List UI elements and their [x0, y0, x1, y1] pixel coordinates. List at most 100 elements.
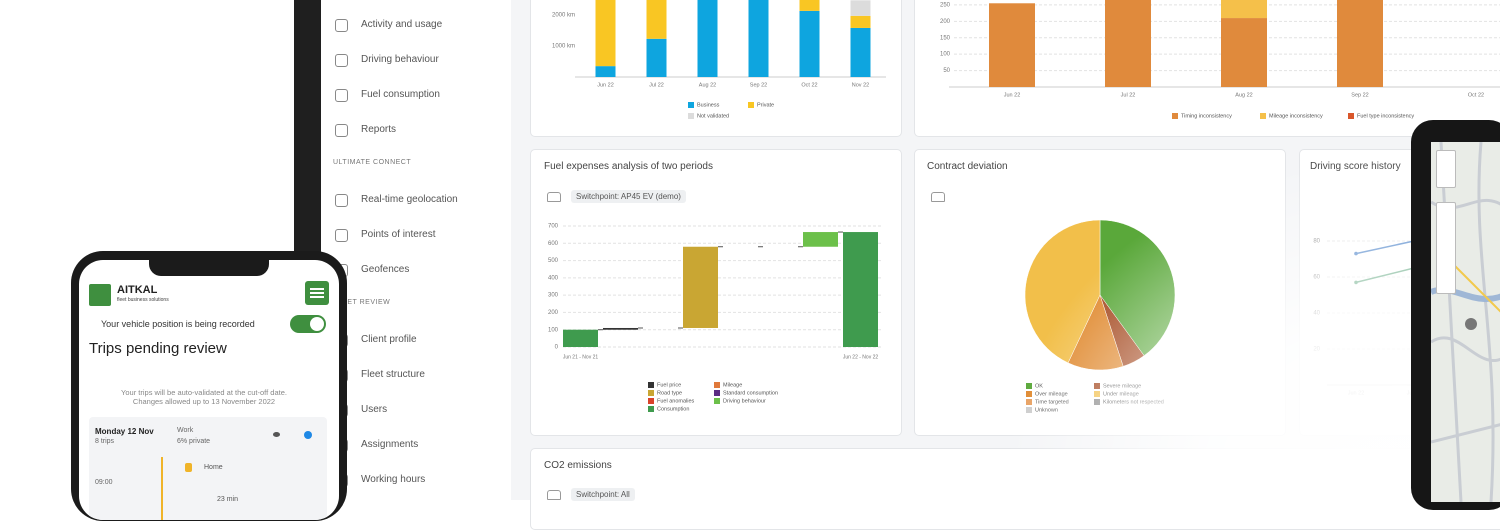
- section-heading: FLEET REVIEW: [333, 299, 391, 306]
- y-tick-label: 400: [548, 275, 559, 281]
- y-tick-label: 500: [548, 258, 559, 264]
- bar-segment: [799, 10, 820, 77]
- menu-icon: [335, 124, 348, 137]
- legend-swatch: [1026, 399, 1032, 405]
- menu-item[interactable]: Working hours: [361, 474, 426, 485]
- legend-label: Over mileage: [1035, 391, 1068, 397]
- legend-swatch: [648, 390, 654, 396]
- bar-segment: [799, 0, 820, 11]
- menu-item[interactable]: Fuel consumption: [361, 89, 440, 100]
- legend-swatch: [688, 102, 694, 108]
- menu-icon: [335, 89, 348, 102]
- legend-label: Consumption: [657, 406, 689, 412]
- menu-item[interactable]: Assignments: [361, 439, 419, 450]
- notice: Your trips will be auto-validated at the…: [79, 388, 329, 406]
- toggle[interactable]: [290, 315, 326, 333]
- car-icon: [547, 192, 561, 202]
- legend-swatch: [1026, 383, 1032, 389]
- legend-label: Not validated: [697, 113, 729, 119]
- menu-item[interactable]: Points of interest: [361, 229, 436, 240]
- waterfall-bar: [683, 246, 718, 328]
- bar-segment: [595, 66, 616, 77]
- y-tick-label: 200: [548, 310, 559, 316]
- x-tick-label: Jun 22: [597, 82, 614, 88]
- menu-item[interactable]: Client profile: [361, 334, 417, 345]
- toggle-knob: [310, 317, 324, 331]
- panel-title: Fuel expenses analysis of two periods: [544, 161, 713, 172]
- sidebar: Activity and usage Driving behaviour Fuel …: [321, 0, 511, 500]
- menu-item[interactable]: Real-time geolocation: [361, 194, 458, 205]
- phone: AITKAL fleet business solutions Your veh…: [71, 251, 347, 521]
- menu-item[interactable]: Reports: [361, 124, 397, 135]
- legend-swatch: [688, 113, 694, 119]
- menu-icon: [335, 229, 348, 242]
- legend-swatch: [1094, 391, 1100, 397]
- legend-label: Fuel price: [657, 382, 681, 388]
- bar-segment: [850, 15, 871, 28]
- legend-swatch: [714, 382, 720, 388]
- y-tick-label: 40: [1313, 311, 1320, 317]
- bar-segment: [850, 0, 871, 16]
- line-point: [1354, 251, 1358, 256]
- x-tick-label: Oct 22: [1468, 92, 1484, 98]
- legend-label: Kilometers not respected: [1103, 399, 1164, 405]
- panel-title: Contract deviation: [927, 161, 1008, 172]
- tablet: [1411, 120, 1500, 510]
- legend-swatch: [714, 398, 720, 404]
- legend-label: Fuel anomalies: [657, 398, 695, 404]
- legend-label: Private: [757, 102, 774, 108]
- car-icon: [931, 192, 945, 202]
- bar-segment: [1105, 0, 1151, 88]
- y-tick-label: 2000 km: [552, 12, 575, 18]
- x-tick-label: Oct 22: [801, 82, 817, 88]
- zoom-control[interactable]: [1436, 150, 1456, 188]
- y-tick-label: 150: [940, 35, 951, 41]
- bar-segment: [748, 0, 769, 77]
- bar-segment: [1221, 18, 1267, 88]
- trip-card[interactable]: Monday 12 Nov 8 trips Work 6% private 09…: [89, 417, 327, 520]
- legend-label: Unknown: [1035, 407, 1058, 413]
- brand: AITKAL: [117, 284, 158, 296]
- heading: Trips pending review: [89, 340, 227, 357]
- legend-swatch: [648, 406, 654, 412]
- menu-icon: [310, 288, 324, 290]
- vehicle-chip[interactable]: Switchpoint: AP45 EV (demo): [571, 190, 686, 203]
- legend-swatch: [1094, 399, 1100, 405]
- bar-segment: [595, 0, 616, 67]
- y-tick-label: 1000 km: [552, 44, 575, 50]
- eye-icon[interactable]: [273, 432, 280, 437]
- menu-button[interactable]: [305, 281, 329, 305]
- recording-label: Your vehicle position is being recorded: [101, 319, 255, 329]
- waterfall-bar: [603, 327, 638, 330]
- menu-item[interactable]: Activity and usage: [361, 19, 443, 30]
- legend-label: Mileage: [723, 382, 742, 388]
- menu-item[interactable]: Users: [361, 404, 388, 415]
- vehicle-chip[interactable]: Switchpoint: All: [571, 488, 635, 501]
- legend-label: Severe mileage: [1103, 383, 1141, 389]
- y-tick-label: 250: [940, 3, 951, 9]
- section-heading: ULTIMATE CONNECT: [333, 159, 412, 166]
- x-tick-label: Sep 22: [1351, 92, 1368, 98]
- x-tick-label: Sep 22: [750, 82, 767, 88]
- page: { "sidebar": { "groups": [ {"items": ["A…: [71, 0, 1500, 530]
- menu-item[interactable]: Geofences: [361, 264, 410, 275]
- menu-item[interactable]: Driving behaviour: [361, 54, 439, 65]
- menu-icon: [335, 19, 348, 32]
- y-tick-label: 100: [940, 52, 951, 58]
- map-pin: [1465, 318, 1477, 330]
- legend-swatch: [648, 382, 654, 388]
- x-tick-label: Aug 22: [1235, 92, 1252, 98]
- notice-line: Changes allowed up to 13 November 2022: [132, 397, 276, 406]
- map-tools[interactable]: [1436, 202, 1456, 294]
- notice-line: Your trips will be auto-validated at the…: [121, 388, 287, 397]
- menu-item[interactable]: Fleet structure: [361, 369, 425, 380]
- panel-title: CO2 emissions: [544, 460, 612, 471]
- legend-label: Business: [697, 102, 720, 108]
- map[interactable]: [1431, 142, 1500, 502]
- route-marker: [185, 463, 192, 472]
- route-line: [161, 457, 163, 520]
- bar-segment: [1221, 0, 1267, 19]
- x-tick-label: Jun 21 - Nov 21: [563, 354, 599, 360]
- y-tick-label: 50: [943, 68, 950, 74]
- legend-swatch: [648, 398, 654, 404]
